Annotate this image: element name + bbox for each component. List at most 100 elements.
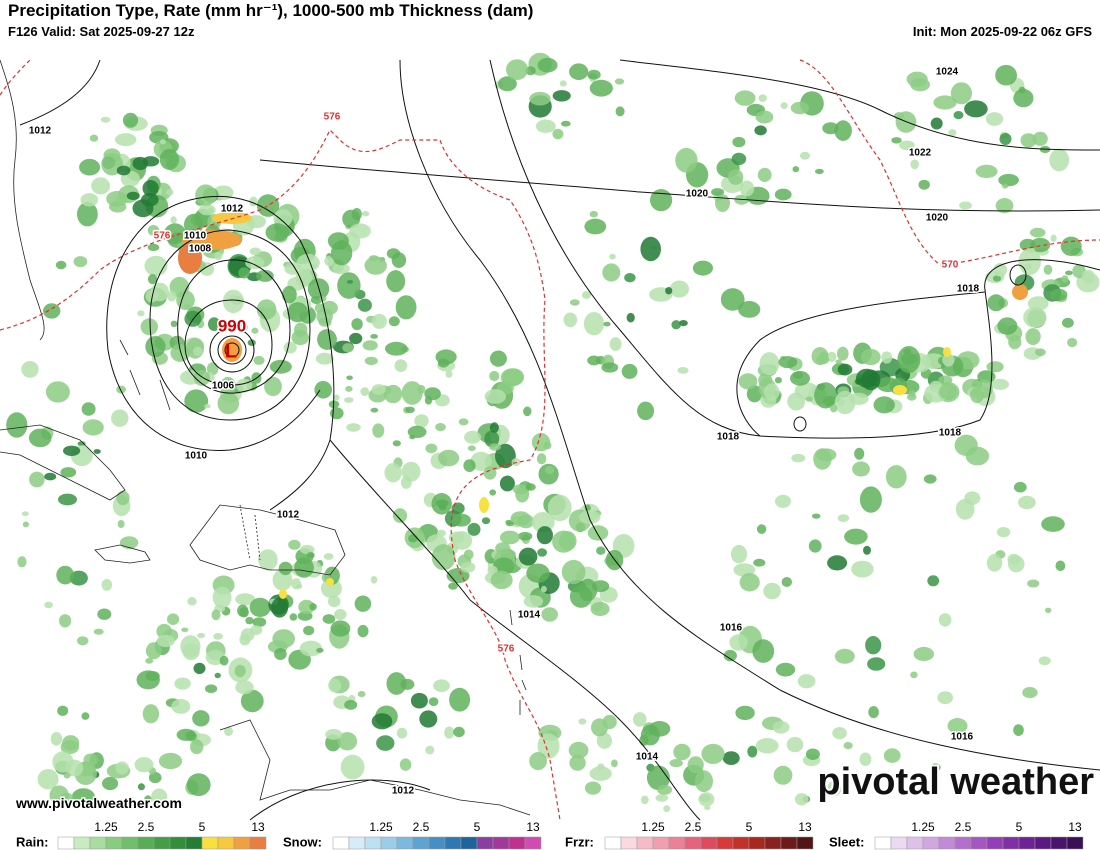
precip-blob <box>587 525 609 541</box>
precip-blob <box>256 194 280 217</box>
precip-blob <box>340 754 365 780</box>
precip-blob <box>563 312 578 328</box>
border <box>239 504 261 561</box>
isobar <box>209 327 255 373</box>
precip-blob <box>176 728 196 741</box>
precip-blob <box>587 69 601 80</box>
precip-blob <box>464 430 482 444</box>
precip-blob <box>729 634 748 651</box>
precip-blob <box>386 248 401 259</box>
precip-blob <box>428 697 439 706</box>
legend-tick: 5 <box>1016 820 1023 834</box>
precip-blob <box>289 613 298 621</box>
precip-blob <box>309 603 317 611</box>
precip-blob <box>425 745 435 755</box>
precip-blob <box>346 423 361 432</box>
legend-swatch <box>668 836 686 850</box>
thickness-line <box>799 59 1100 266</box>
precip-blob <box>401 381 423 405</box>
precip-blob <box>344 699 358 710</box>
precip-blob <box>589 766 612 781</box>
precip-blob <box>245 616 254 625</box>
precip-blob <box>510 511 531 526</box>
precip-blob <box>568 741 589 759</box>
precip-blob <box>206 362 219 376</box>
precip-blob <box>147 274 158 285</box>
legend-swatch <box>986 836 1004 850</box>
precip-blob <box>470 451 492 471</box>
precip-blob <box>445 370 453 378</box>
precip-blob <box>249 201 257 207</box>
precip-blob <box>101 579 113 591</box>
coastline <box>0 424 126 501</box>
precip-blob <box>371 384 386 395</box>
isobar-label: 1008 <box>189 244 212 255</box>
precip-blob <box>991 378 1009 390</box>
precip-blob <box>303 625 315 636</box>
precip-blob <box>117 520 125 528</box>
precip-blob <box>648 721 671 737</box>
precip-blob <box>813 448 832 470</box>
precip-blob <box>500 368 524 387</box>
precip-blob <box>1060 236 1082 256</box>
precip-blob <box>778 356 798 369</box>
precip-blob <box>663 805 671 813</box>
precip-blob <box>732 136 746 148</box>
precip-blob <box>484 430 500 448</box>
precip-blob <box>298 599 315 615</box>
precip-blob <box>235 680 254 695</box>
precip-blob <box>328 678 342 693</box>
precip-blob <box>463 459 476 472</box>
precip-blob <box>170 320 178 327</box>
precip-blob <box>337 272 361 299</box>
precip-blob <box>395 295 417 320</box>
isobar-label: 1012 <box>277 510 300 521</box>
precip-blob <box>295 269 313 288</box>
precip-blob <box>364 256 387 275</box>
precip-blob <box>506 59 528 80</box>
precip-blob <box>357 691 366 698</box>
isobars <box>19 59 1100 821</box>
precip-blob <box>386 270 406 293</box>
precip-blob <box>843 742 853 750</box>
legend-swatch <box>73 836 91 850</box>
precip-blob <box>965 446 990 466</box>
legend-swatch <box>185 836 203 850</box>
precip-blob <box>126 191 140 201</box>
precip-blob <box>738 301 761 318</box>
precip-blob <box>569 63 589 80</box>
legend-tick: 13 <box>798 820 812 834</box>
precip-blob <box>900 353 918 365</box>
legend-tick: 2.5 <box>955 820 972 834</box>
precip-blob <box>797 674 816 689</box>
precip-blob <box>182 230 242 250</box>
precip-blob <box>947 718 968 734</box>
precip-blob <box>467 522 481 536</box>
precip-blob <box>1025 328 1041 346</box>
precip-blob <box>433 679 450 692</box>
thickness-label: 570 <box>942 260 959 271</box>
precip-blob <box>772 721 790 734</box>
precip-blob <box>929 380 943 392</box>
precip-blob <box>746 385 763 403</box>
precip-blob <box>986 553 1003 572</box>
precip-blob <box>669 280 690 298</box>
isobar <box>149 229 311 421</box>
precip-blob <box>1020 133 1037 148</box>
precip-blob <box>300 544 315 555</box>
precip-blob <box>834 120 852 141</box>
precip-blob <box>757 167 772 182</box>
precip-blob <box>334 609 347 620</box>
precip-blob <box>448 531 465 544</box>
precip-blob <box>370 576 378 584</box>
legend-tick: 1.25 <box>641 820 665 834</box>
legend-swatch <box>332 836 350 850</box>
precip-blob <box>540 585 547 593</box>
legend: Rain: 1.25 2.5 5 13 Snow: 1.25 2.5 5 13 Frzr: 1.25 2… <box>16 820 1084 850</box>
precip-blob <box>6 412 28 438</box>
precip-blob <box>205 684 218 693</box>
precip-blob <box>930 763 941 772</box>
precip-blob <box>351 318 363 331</box>
precip-blob <box>333 394 340 401</box>
precip-blob <box>349 332 363 345</box>
